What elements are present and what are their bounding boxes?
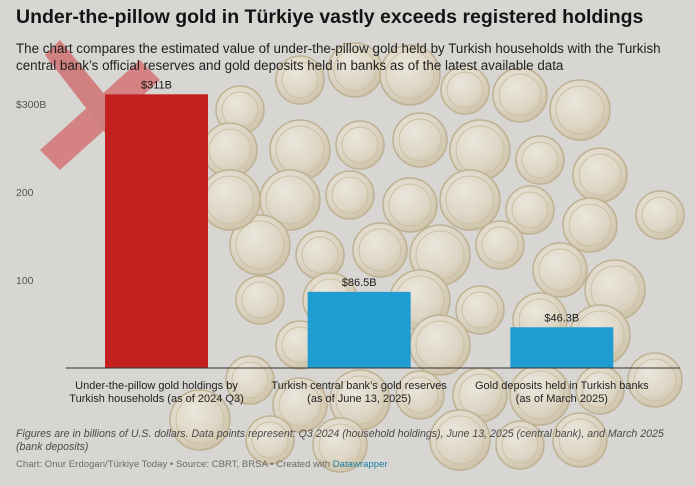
chart-title: Under-the-pillow gold in Türkiye vastly … xyxy=(16,6,644,28)
category-label: Turkish central bank’s gold reserves xyxy=(271,380,447,392)
category-label: Gold deposits held in Turkish banks xyxy=(475,380,649,392)
bar-value-label: $46.3B xyxy=(544,312,579,324)
chart-source: Chart: Onur Erdogan/Türkiye Today • Sour… xyxy=(16,459,388,470)
bar-value-label: $86.5B xyxy=(342,277,377,289)
chart-notes: Figures are in billions of U.S. dollars.… xyxy=(16,428,664,453)
category-label: Under-the-pillow gold holdings by xyxy=(75,380,238,392)
source-text: Chart: Onur Erdogan/Türkiye Today • Sour… xyxy=(16,459,333,470)
bar xyxy=(510,327,614,368)
y-tick-label: 200 xyxy=(16,187,34,199)
category-label: Turkish households (as of 2024 Q3) xyxy=(69,393,243,405)
datawrapper-link[interactable]: Datawrapper xyxy=(332,459,388,470)
bar-value-label: $311B xyxy=(141,79,172,91)
category-label: (as of June 13, 2025) xyxy=(307,393,411,405)
y-tick-label: $300B xyxy=(16,99,46,111)
bar xyxy=(307,291,411,368)
category-label: (as of March 2025) xyxy=(516,393,608,405)
bar xyxy=(105,94,208,368)
y-tick-label: 100 xyxy=(16,275,34,287)
chart-subtitle: The chart compares the estimated value o… xyxy=(16,41,661,73)
